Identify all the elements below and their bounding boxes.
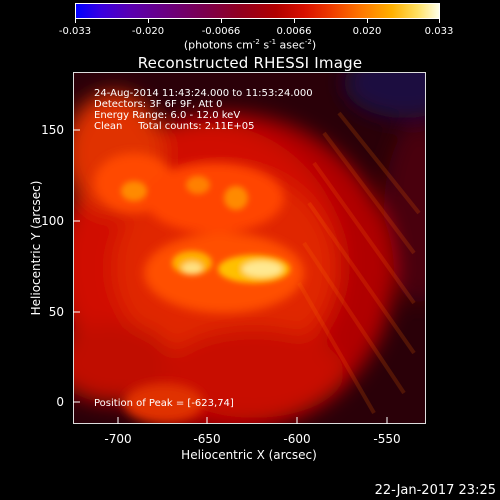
detectors-label: Detectors: 3F 6F 9F, Att 0 (94, 99, 223, 110)
render-timestamp: 22-Jan-2017 23:25 (374, 483, 496, 498)
rhessi-image (74, 73, 425, 423)
colorbar-tick-label: -0.033 (58, 26, 92, 37)
time-range-label: 24-Aug-2014 11:43:24.000 to 11:53:24.000 (94, 88, 313, 99)
y-tick-label: 50 (48, 305, 64, 319)
colorbar (75, 3, 440, 19)
y-tick-label: 150 (41, 123, 64, 137)
colorbar-tick (75, 19, 76, 23)
x-axis-label: Heliocentric X (arcsec) (181, 448, 317, 462)
colorbar-tick (221, 19, 222, 23)
colorbar-tick-label: -0.0066 (201, 26, 241, 37)
colorbar-tick (148, 19, 149, 23)
colorbar-tick (367, 19, 368, 23)
peak-position-label: Position of Peak = [-623,74] (94, 398, 234, 409)
y-tick-label: 0 (56, 395, 64, 409)
colorbar-tick (439, 19, 440, 23)
image-title: Reconstructed RHESSI Image (137, 54, 363, 72)
x-tick-label: -600 (283, 432, 311, 446)
colorbar-units: (photons cm-2 s-1 asec-2) (183, 38, 317, 52)
energy-range-label: Energy Range: 6.0 - 12.0 keV (94, 110, 241, 121)
y-tick-label: 100 (41, 214, 64, 228)
colorbar-tick-label: -0.020 (131, 26, 165, 37)
colorbar-tick-label: 0.0066 (276, 26, 312, 37)
colorbar-tick-label: 0.033 (424, 26, 454, 37)
y-axis-label: Heliocentric Y (arcsec) (29, 180, 43, 316)
colorbar-tick (294, 19, 295, 23)
x-tick-label: -700 (104, 432, 132, 446)
colorbar-tick-label: 0.020 (352, 26, 382, 37)
x-tick-label: -650 (193, 432, 221, 446)
algorithm-counts-label: Clean Total counts: 2.11E+05 (94, 121, 255, 132)
x-tick-label: -550 (373, 432, 401, 446)
rhessi-image-panel: 24-Aug-2014 11:43:24.000 to 11:53:24.000… (73, 72, 426, 424)
